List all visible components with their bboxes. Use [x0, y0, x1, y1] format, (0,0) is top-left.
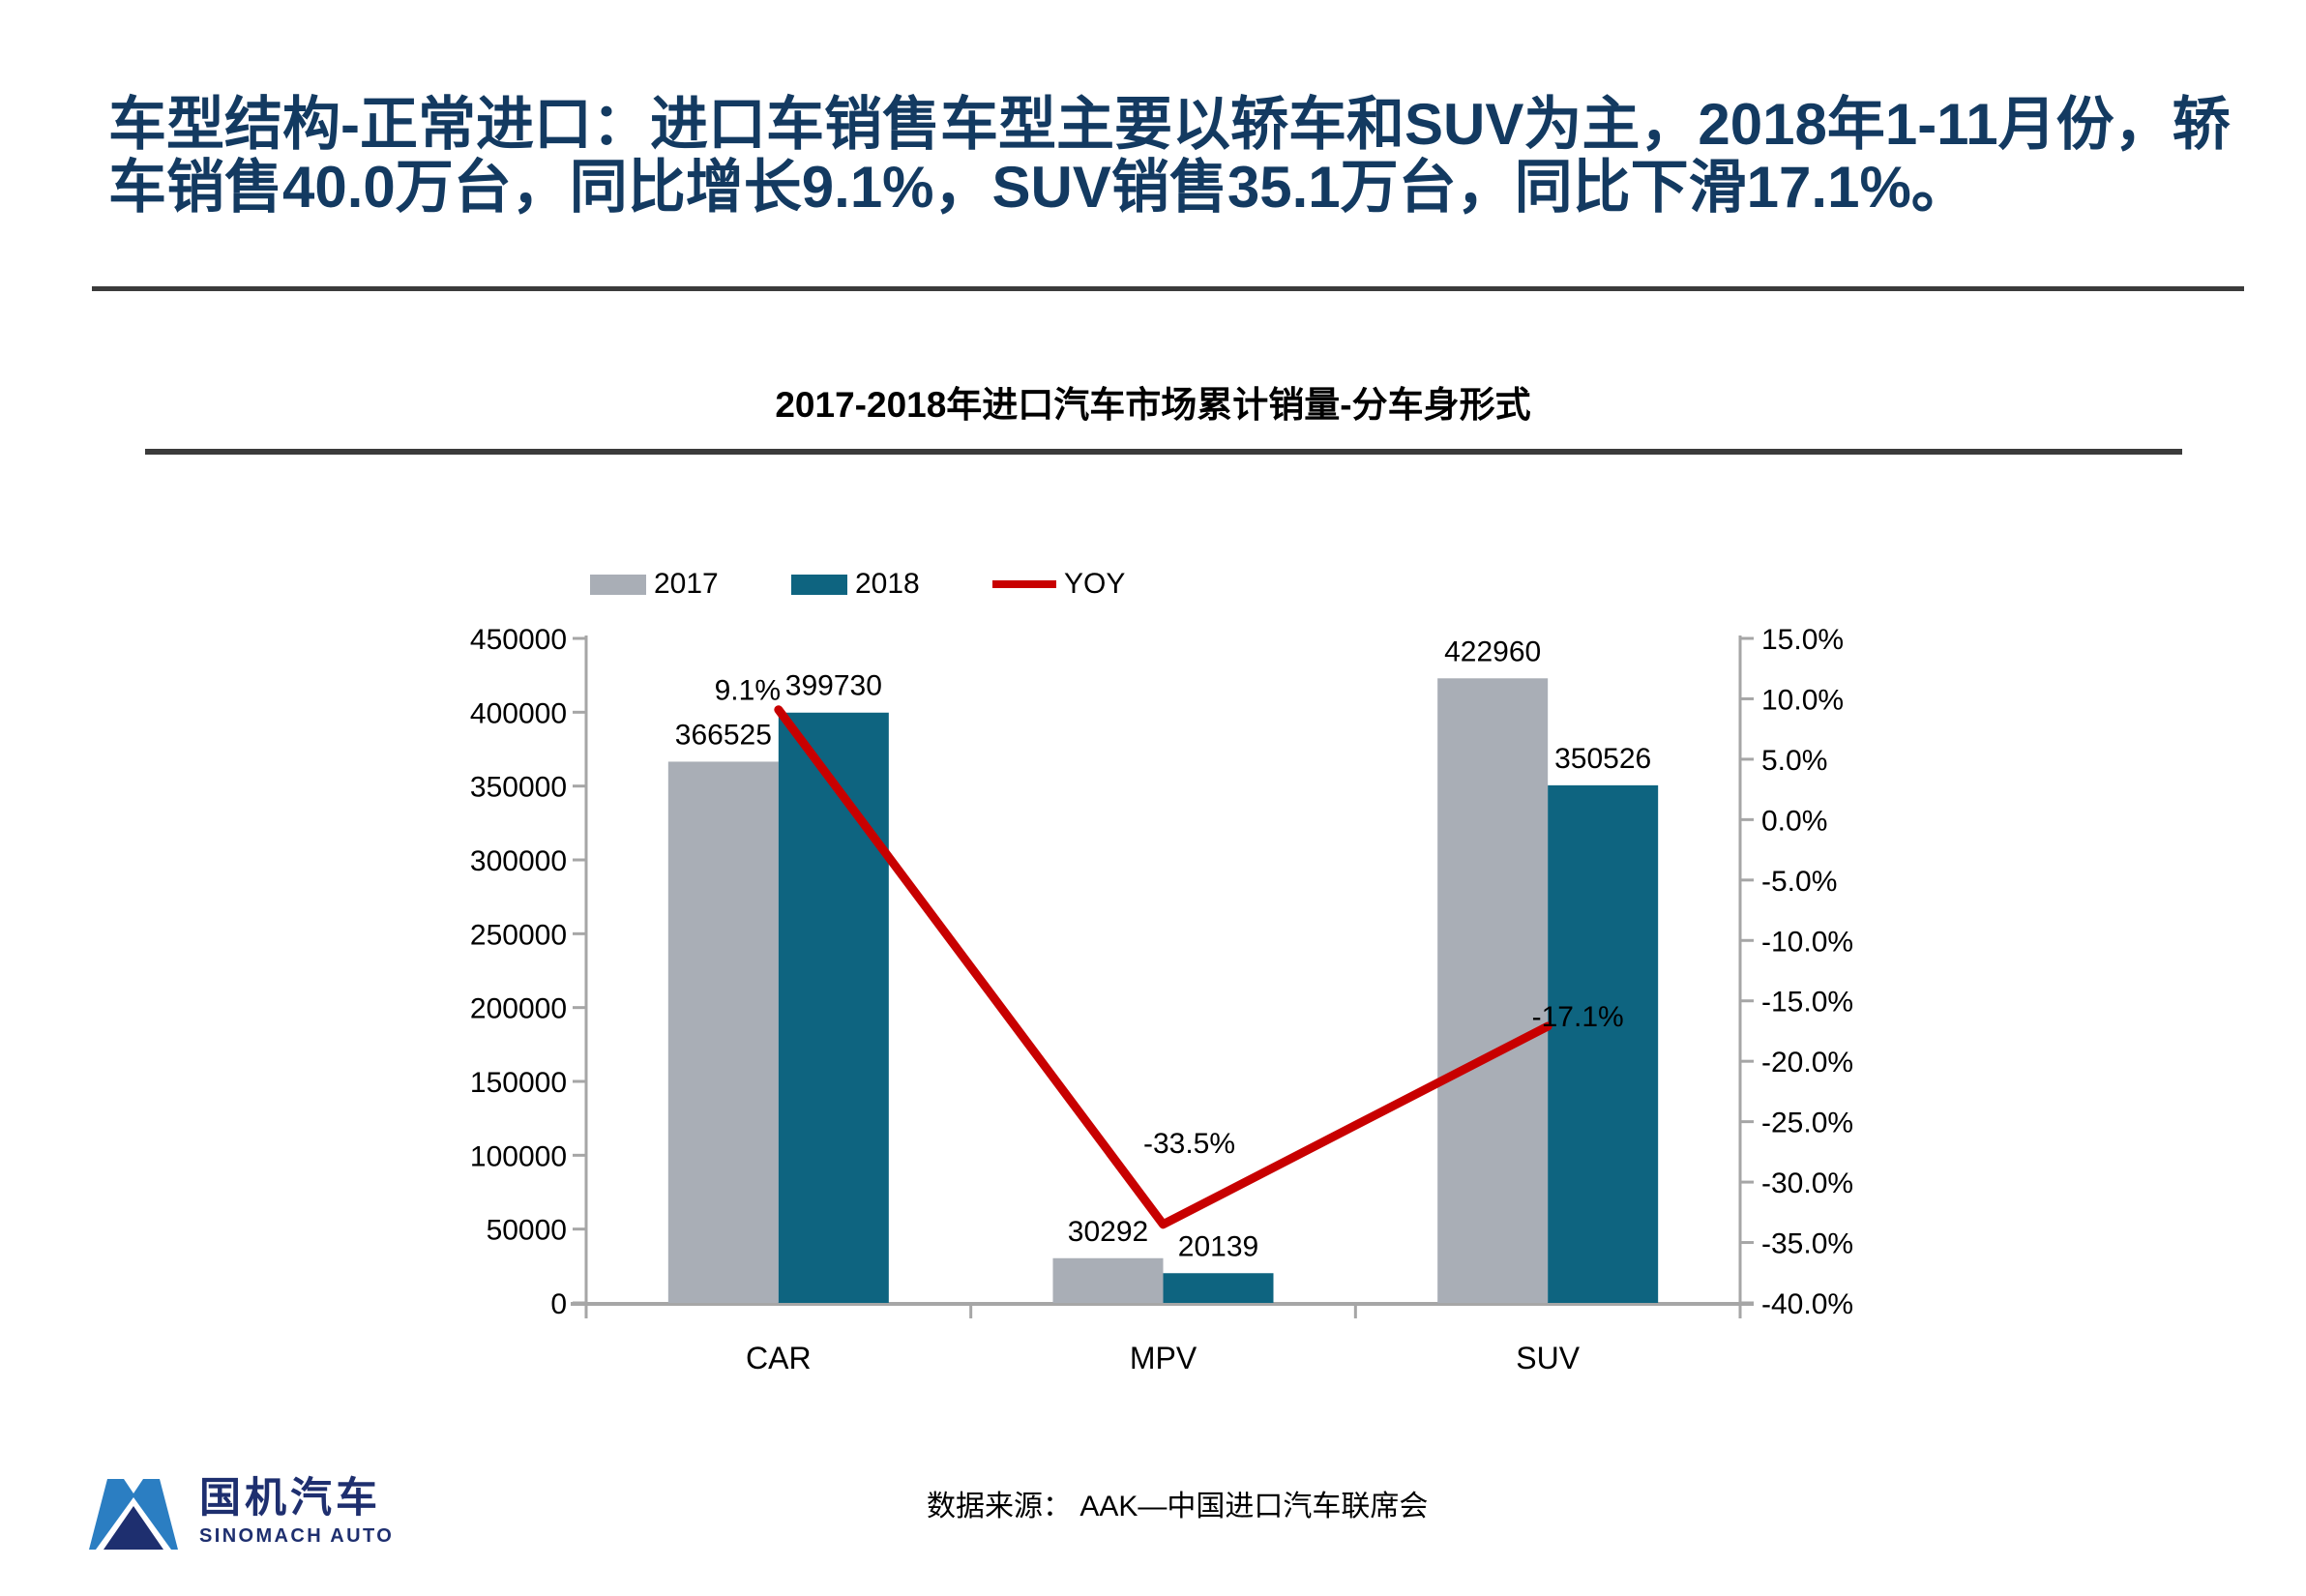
x-category-label: SUV [1516, 1341, 1580, 1375]
yoy-value-label: -17.1% [1532, 1001, 1624, 1033]
right-axis-tick-label: 0.0% [1761, 805, 1827, 837]
legend-item-yoy: YOY [992, 568, 1126, 600]
legend-item-2018: 2018 [791, 568, 920, 600]
left-axis-tick-label: 450000 [470, 624, 567, 656]
logo-text-en: SINOMACH AUTO [199, 1525, 395, 1547]
bar-2017-SUV [1437, 678, 1549, 1303]
left-axis-tick-label: 200000 [470, 993, 567, 1025]
right-axis-tick-label: -20.0% [1761, 1047, 1853, 1079]
bar-value-label: 350526 [1554, 743, 1651, 775]
right-axis-tick-label: 10.0% [1761, 684, 1844, 716]
legend-label-2017: 2017 [654, 568, 719, 600]
logo-text: 国机汽车 SINOMACH AUTO [199, 1474, 394, 1548]
bar-value-label: 399730 [785, 670, 882, 702]
right-axis-tick-label: -15.0% [1761, 987, 1853, 1019]
yoy-value-label: 9.1% [715, 675, 781, 707]
legend-swatch-2017 [590, 574, 646, 595]
bar-value-label: 20139 [1178, 1230, 1258, 1262]
right-axis-tick-label: -30.0% [1761, 1167, 1853, 1199]
x-category-label: CAR [746, 1341, 812, 1375]
right-axis-tick-label: 5.0% [1761, 745, 1827, 777]
bar-value-label: 422960 [1444, 635, 1541, 667]
left-axis-tick-label: 50000 [487, 1215, 567, 1247]
bar-2018-CAR [778, 712, 889, 1303]
right-axis-tick-label: -25.0% [1761, 1108, 1853, 1139]
left-axis-tick-label: 100000 [470, 1140, 567, 1172]
right-axis-tick-label: -40.0% [1761, 1288, 1853, 1320]
left-axis-tick-label: 0 [550, 1288, 567, 1320]
logo-mark [89, 1479, 178, 1550]
right-axis-tick-label: 15.0% [1761, 624, 1844, 656]
legend-swatch-2018 [791, 574, 847, 595]
sinomach-logo: 国机汽车 SINOMACH AUTO [89, 1474, 394, 1550]
bar-2017-MPV [1052, 1257, 1164, 1303]
right-axis-tick-label: -35.0% [1761, 1228, 1853, 1260]
source-note: 数据来源： AAK—中国进口汽车联席会 [927, 1491, 1429, 1522]
legend-label-2018: 2018 [855, 568, 920, 600]
title-divider [92, 286, 2244, 291]
left-axis-tick-label: 350000 [470, 772, 567, 804]
chart-title-divider [145, 449, 2182, 455]
bar-2017-CAR [667, 761, 779, 1303]
bar-2018-SUV [1548, 784, 1659, 1303]
yoy-line [774, 705, 1552, 1229]
legend-label-yoy: YOY [1064, 568, 1126, 600]
x-category-label: MPV [1130, 1341, 1197, 1375]
left-axis-tick-label: 150000 [470, 1067, 567, 1099]
bar-2018-MPV [1163, 1273, 1274, 1303]
logo-text-cn: 国机汽车 [199, 1475, 381, 1522]
page-title: 车型结构-正常进口：进口车销售车型主要以轿车和SUV为主，2018年1-11月份… [108, 92, 2231, 221]
legend-item-2017: 2017 [590, 568, 719, 600]
yoy-legend-line [992, 580, 1056, 588]
left-axis-tick-label: 300000 [470, 845, 567, 877]
chart-title: 2017-2018年进口汽车市场累计销量-分车身形式 [775, 385, 1531, 425]
right-axis-tick-label: -10.0% [1761, 926, 1853, 958]
right-axis-tick-label: -5.0% [1761, 866, 1837, 898]
bar-value-label: 30292 [1068, 1216, 1148, 1248]
bar-value-label: 366525 [675, 719, 772, 751]
logo-mark-navy [103, 1506, 163, 1550]
chart-legend: 2017 2018 YOY [0, 568, 2306, 600]
left-axis-tick-label: 250000 [470, 919, 567, 951]
left-axis-tick-label: 400000 [470, 697, 567, 729]
yoy-value-label: -33.5% [1143, 1128, 1235, 1160]
